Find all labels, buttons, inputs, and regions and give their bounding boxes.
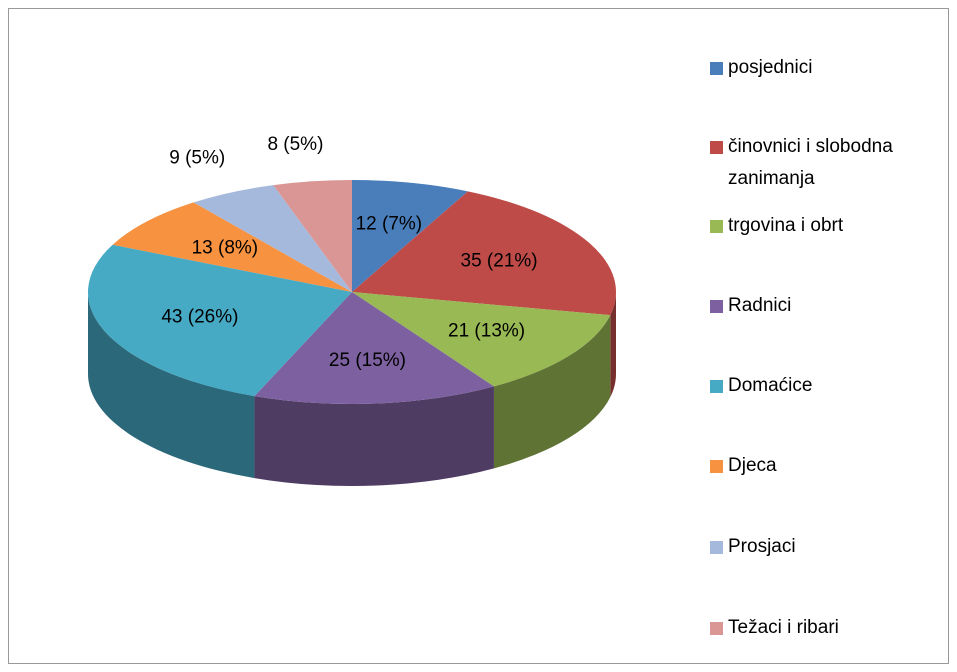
data-label: 35 (21%) <box>461 251 538 272</box>
legend-item: posjednici <box>710 52 950 84</box>
legend-swatch <box>710 622 723 635</box>
legend-label: posjednici <box>728 57 813 78</box>
legend-swatch <box>710 141 723 154</box>
pie-side <box>88 292 255 479</box>
legend-label: Težaci i ribari <box>728 617 839 638</box>
legend-swatch <box>710 300 723 313</box>
legend-swatch <box>710 220 723 233</box>
pie-slice <box>193 185 352 292</box>
data-label: 8 (5%) <box>267 134 323 155</box>
legend-label: trgovina i obrt <box>728 215 844 236</box>
data-label: 12 (7%) <box>356 213 423 234</box>
legend-swatch <box>710 541 723 554</box>
legend-swatch <box>710 62 723 75</box>
pie-side <box>610 292 616 398</box>
legend-swatch <box>710 380 723 393</box>
legend-label: Djeca <box>728 455 777 476</box>
data-label: 43 (26%) <box>161 307 238 328</box>
legend-item: trgovina i obrt <box>710 210 950 242</box>
pie-slice <box>352 292 611 387</box>
legend-swatch <box>710 460 723 473</box>
legend-item: Prosjaci <box>710 531 950 563</box>
legend-label: Radnici <box>728 295 792 316</box>
legend-label: činovnici i slobodna zanimanja <box>728 136 893 189</box>
pie-slice <box>87 244 352 397</box>
legend-item: Djeca <box>710 450 950 482</box>
data-label: 9 (5%) <box>169 147 225 168</box>
legend-label: Domaćice <box>728 375 813 396</box>
data-label: 25 (15%) <box>329 350 406 371</box>
pie-slice <box>273 180 352 292</box>
pie-slice <box>254 292 494 405</box>
legend-label: Prosjaci <box>728 536 796 557</box>
legend-item: Radnici <box>710 290 950 322</box>
legend-item: činovnici i slobodna zanimanja <box>710 131 950 195</box>
pie-side <box>493 315 611 469</box>
pie-slice <box>112 202 352 292</box>
pie-slice <box>352 191 616 316</box>
legend-item: Domaćice <box>710 370 950 402</box>
data-label: 21 (13%) <box>448 321 525 342</box>
data-label: 13 (8%) <box>192 237 259 258</box>
legend-item: Težaci i ribari <box>710 612 950 644</box>
pie-side <box>254 386 494 487</box>
pie-slice <box>352 180 468 292</box>
